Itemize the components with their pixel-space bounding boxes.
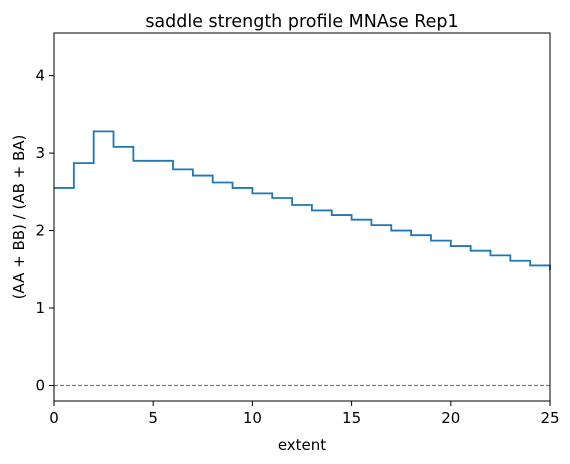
plot-area (54, 130, 551, 387)
y-tick-label: 0 (35, 377, 45, 395)
y-tick-label: 4 (35, 67, 45, 85)
chart-title: saddle strength profile MNAse Rep1 (145, 12, 458, 32)
x-axis: 0 5 10 15 20 25 (49, 401, 560, 427)
x-tick-label: 0 (49, 409, 59, 427)
x-tick-label: 10 (243, 409, 262, 427)
x-tick-label: 20 (441, 409, 460, 427)
y-tick-label: 3 (35, 144, 45, 162)
x-tick-label: 25 (540, 409, 559, 427)
y-tick-label: 1 (35, 299, 45, 317)
x-axis-title: extent (278, 436, 326, 454)
y-tick-label: 2 (35, 222, 45, 240)
x-tick-label: 15 (342, 409, 361, 427)
x-tick-label: 5 (148, 409, 158, 427)
y-axis: 0 1 2 3 4 (35, 67, 54, 395)
axes-frame (53, 32, 551, 402)
series-step-line (54, 130, 551, 271)
y-axis-title: (AA + BB) / (AB + BA) (10, 135, 28, 300)
